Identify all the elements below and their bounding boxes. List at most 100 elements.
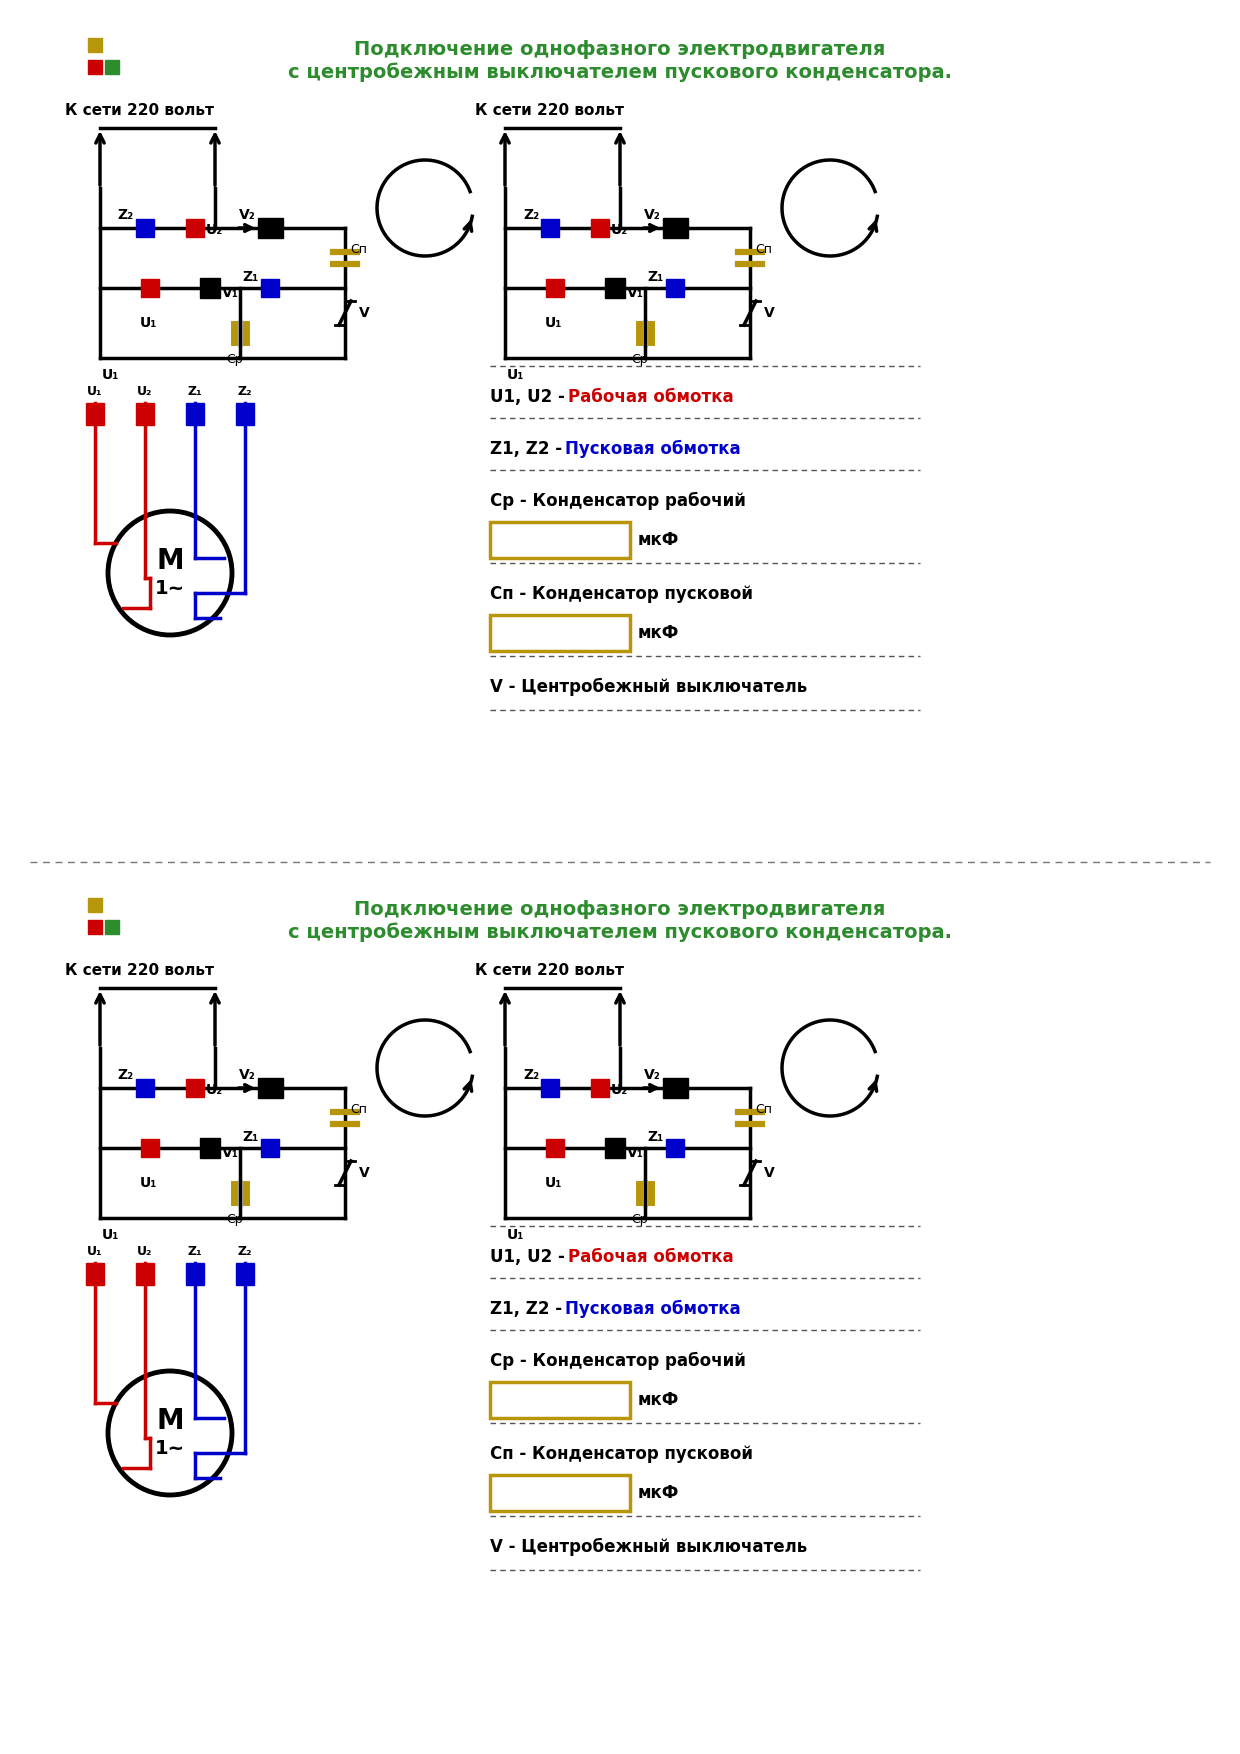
Text: V: V [360, 305, 370, 319]
Text: V₁: V₁ [222, 286, 239, 300]
Bar [86, 1263, 104, 1286]
Text: V₂: V₂ [239, 209, 255, 223]
Text: Z₂: Z₂ [118, 209, 134, 223]
Text: Z₂: Z₂ [238, 1245, 252, 1258]
Bar [186, 403, 205, 424]
Text: Z1, Z2 -: Z1, Z2 - [490, 440, 568, 458]
Text: Z₁: Z₁ [647, 270, 663, 284]
Text: Пусковая обмотка: Пусковая обмотка [565, 440, 740, 458]
Bar [105, 60, 119, 74]
Bar [236, 403, 254, 424]
Text: V - Центробежный выключатель: V - Центробежный выключатель [490, 679, 807, 696]
Text: Подключение однофазного электродвигателя: Подключение однофазного электродвигателя [355, 900, 885, 919]
Bar [88, 921, 102, 933]
Bar [88, 60, 102, 74]
Text: Z₂: Z₂ [238, 384, 252, 398]
Text: U₁: U₁ [507, 368, 525, 382]
Text: Ср - Конденсатор рабочий: Ср - Конденсатор рабочий [490, 1352, 746, 1370]
Bar [490, 616, 630, 651]
Bar [200, 277, 219, 298]
Text: V: V [764, 1166, 775, 1180]
Bar [490, 523, 630, 558]
Bar [663, 217, 688, 239]
Bar [136, 219, 154, 237]
Text: Ср - Конденсатор рабочий: Ср - Конденсатор рабочий [490, 493, 746, 510]
Text: Пусковая обмотка: Пусковая обмотка [565, 1300, 740, 1319]
Text: мкФ: мкФ [639, 1391, 680, 1408]
Text: U₁: U₁ [139, 316, 156, 330]
Text: U₂: U₂ [138, 1245, 153, 1258]
Text: V₁: V₁ [627, 286, 644, 300]
Text: V₂: V₂ [645, 1068, 661, 1082]
Bar [260, 279, 279, 296]
Text: Рабочая обмотка: Рабочая обмотка [568, 388, 734, 405]
Text: U₁: U₁ [139, 1175, 156, 1189]
Text: с центробежным выключателем пускового конденсатора.: с центробежным выключателем пускового ко… [288, 61, 952, 82]
Text: Сп: Сп [755, 1103, 773, 1116]
Text: U₂: U₂ [206, 223, 223, 237]
Text: U₁: U₁ [544, 316, 562, 330]
Text: Рабочая обмотка: Рабочая обмотка [568, 1249, 734, 1266]
Text: Подключение однофазного электродвигателя: Подключение однофазного электродвигателя [355, 40, 885, 60]
Bar [490, 1475, 630, 1510]
Bar [546, 279, 564, 296]
Text: Z₁: Z₁ [647, 1130, 663, 1144]
Bar [541, 219, 559, 237]
Text: M: M [156, 1407, 184, 1435]
Bar [605, 1138, 625, 1158]
Text: Z₂: Z₂ [523, 1068, 539, 1082]
Bar [141, 279, 159, 296]
Text: Ср: Ср [631, 353, 649, 367]
Bar [666, 279, 684, 296]
Text: мкФ: мкФ [639, 1484, 680, 1501]
Text: Z₂: Z₂ [118, 1068, 134, 1082]
Text: U₂: U₂ [611, 1082, 629, 1096]
Text: V: V [764, 305, 775, 319]
Text: Сп: Сп [350, 1103, 367, 1116]
Text: Ср: Ср [631, 1214, 649, 1226]
Text: V₁: V₁ [222, 1145, 239, 1159]
Text: U₁: U₁ [507, 1228, 525, 1242]
Bar [591, 1079, 609, 1096]
Text: Z₁: Z₁ [187, 384, 202, 398]
Bar [186, 219, 205, 237]
Bar [236, 1263, 254, 1286]
Bar [88, 898, 102, 912]
Text: К сети 220 вольт: К сети 220 вольт [475, 103, 624, 118]
Text: 1~: 1~ [155, 1440, 185, 1459]
Text: мкФ: мкФ [639, 624, 680, 642]
Text: с центробежным выключателем пускового конденсатора.: с центробежным выключателем пускового ко… [288, 923, 952, 942]
Bar [258, 217, 283, 239]
Text: V₁: V₁ [627, 1145, 644, 1159]
Bar [666, 1138, 684, 1158]
Text: Z1, Z2 -: Z1, Z2 - [490, 1300, 568, 1317]
Text: U₁: U₁ [87, 1245, 103, 1258]
Text: U₁: U₁ [102, 1228, 119, 1242]
Text: К сети 220 вольт: К сети 220 вольт [475, 963, 624, 979]
Bar [591, 219, 609, 237]
Text: Сп - Конденсатор пусковой: Сп - Конденсатор пусковой [490, 1445, 753, 1463]
Text: К сети 220 вольт: К сети 220 вольт [64, 103, 215, 118]
Bar [200, 1138, 219, 1158]
Bar [88, 39, 102, 53]
Text: Z₁: Z₁ [243, 1130, 259, 1144]
Bar [546, 1138, 564, 1158]
Text: Z₁: Z₁ [243, 270, 259, 284]
Text: Сп - Конденсатор пусковой: Сп - Конденсатор пусковой [490, 586, 753, 603]
Text: К сети 220 вольт: К сети 220 вольт [64, 963, 215, 979]
Bar [541, 1079, 559, 1096]
Text: Сп: Сп [350, 244, 367, 256]
Bar [105, 921, 119, 933]
Text: U₂: U₂ [206, 1082, 223, 1096]
Bar [141, 1138, 159, 1158]
Text: Сп: Сп [755, 244, 773, 256]
Bar [136, 1079, 154, 1096]
Text: Ср: Ср [227, 1214, 243, 1226]
Bar [186, 1263, 205, 1286]
Bar [186, 1079, 205, 1096]
Text: Z₁: Z₁ [187, 1245, 202, 1258]
Text: V₂: V₂ [645, 209, 661, 223]
Text: U₁: U₁ [87, 384, 103, 398]
Bar [86, 403, 104, 424]
Text: U1, U2 -: U1, U2 - [490, 1249, 570, 1266]
